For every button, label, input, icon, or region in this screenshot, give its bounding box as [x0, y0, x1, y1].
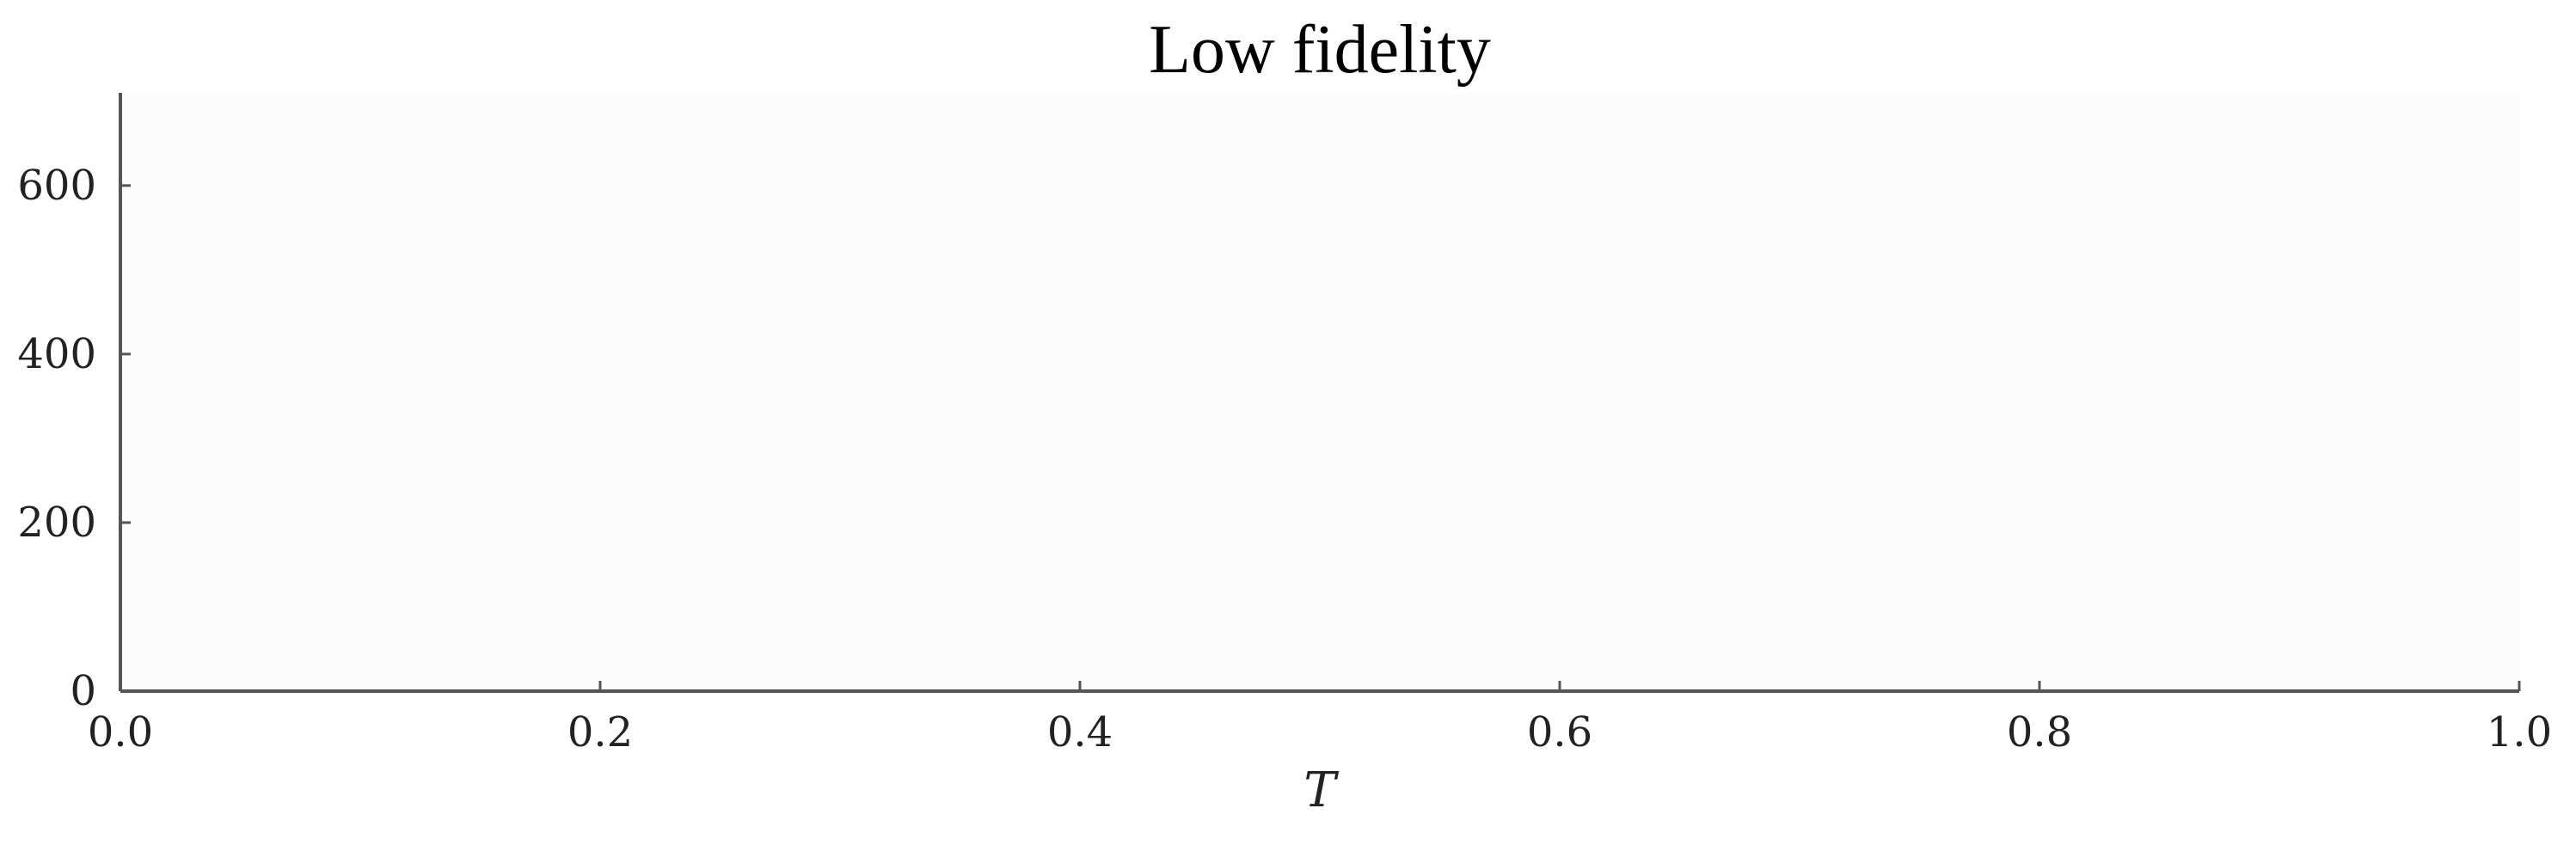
y-axis-ticks: 0 200 400 600 — [17, 162, 131, 715]
x-tick-label: 0.6 — [1527, 708, 1592, 756]
x-tick-label: 0.0 — [88, 708, 153, 756]
y-tick-label: 600 — [17, 162, 96, 210]
y-tick-label: 0 — [70, 667, 96, 715]
x-tick-label: 0.4 — [1047, 708, 1113, 756]
plot-area — [120, 93, 2519, 691]
x-tick-label: 0.8 — [2007, 708, 2072, 756]
chart-title: Low fidelity — [1149, 12, 1491, 88]
y-tick-label: 400 — [17, 330, 96, 378]
x-tick-label: 1.0 — [2487, 708, 2552, 756]
x-axis-ticks: 0.0 0.2 0.4 0.6 0.8 1.0 — [88, 681, 2552, 756]
x-axis-label: T — [1303, 762, 1339, 818]
x-tick-label: 0.2 — [567, 708, 633, 756]
y-tick-label: 200 — [17, 499, 96, 547]
